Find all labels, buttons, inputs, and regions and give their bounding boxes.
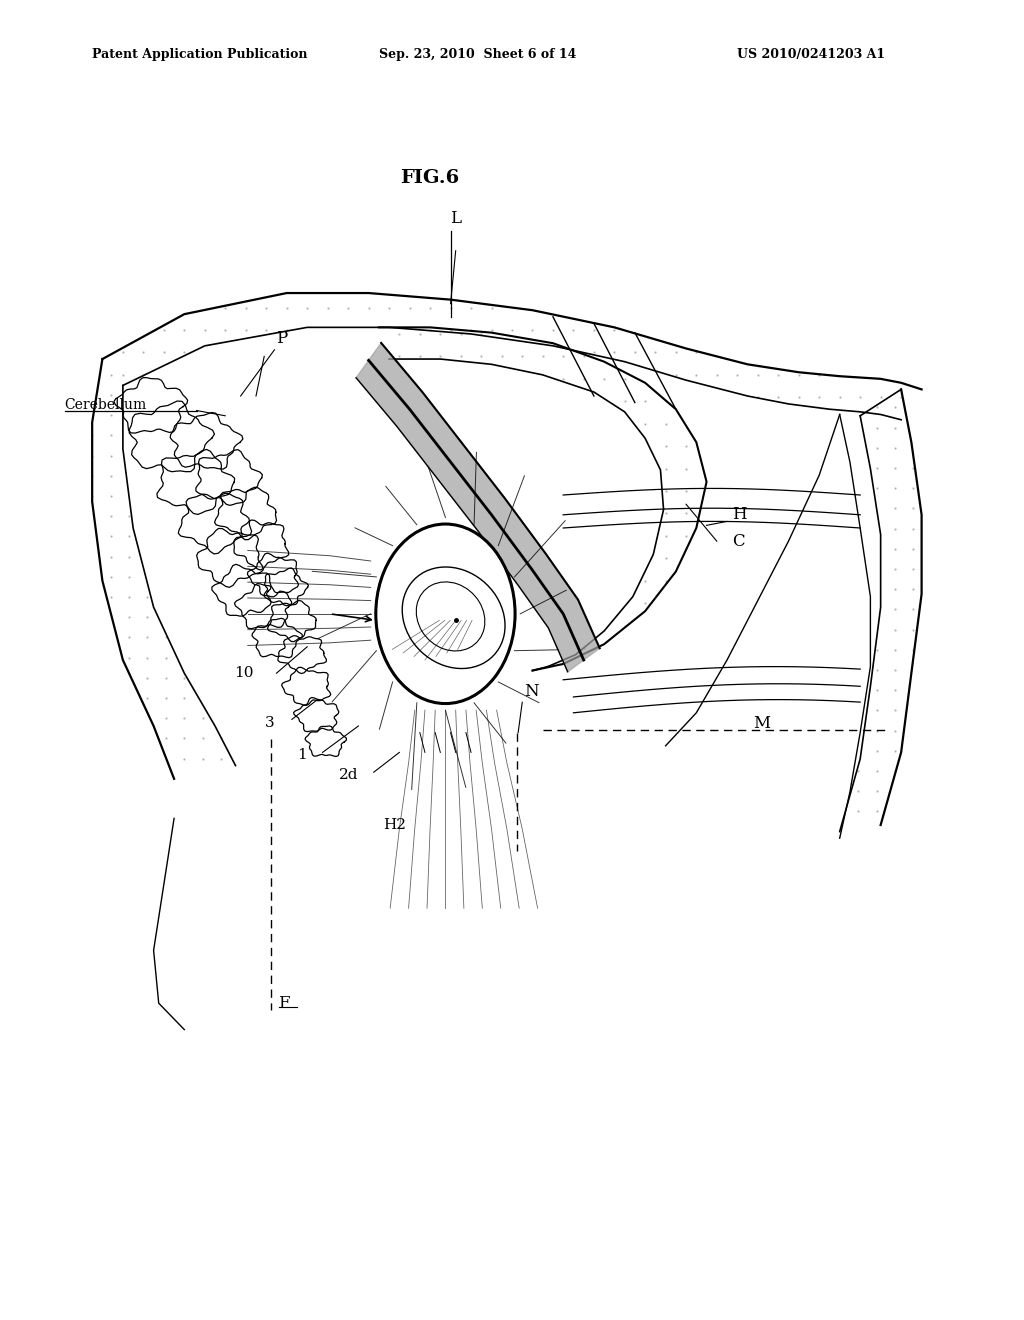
Text: M: M xyxy=(753,715,770,731)
Text: N: N xyxy=(524,682,539,700)
Text: C: C xyxy=(732,533,744,549)
Polygon shape xyxy=(197,528,263,587)
Text: 10: 10 xyxy=(234,667,254,680)
Text: L: L xyxy=(451,210,461,227)
Polygon shape xyxy=(248,553,299,597)
Text: Patent Application Publication: Patent Application Publication xyxy=(92,48,307,61)
Polygon shape xyxy=(233,520,289,570)
Text: Cerebellum: Cerebellum xyxy=(65,399,146,412)
Polygon shape xyxy=(294,697,339,731)
Text: 3: 3 xyxy=(265,717,274,730)
Text: H: H xyxy=(732,507,746,523)
Text: F: F xyxy=(279,995,290,1011)
Polygon shape xyxy=(178,494,252,554)
Polygon shape xyxy=(157,450,234,515)
Polygon shape xyxy=(356,343,600,672)
Text: FIG.6: FIG.6 xyxy=(400,169,460,187)
Text: 1: 1 xyxy=(297,748,307,762)
Circle shape xyxy=(376,524,515,704)
Polygon shape xyxy=(282,668,331,705)
Polygon shape xyxy=(129,401,214,471)
Text: 2d: 2d xyxy=(339,768,358,781)
Polygon shape xyxy=(212,565,271,616)
Polygon shape xyxy=(170,412,243,469)
Polygon shape xyxy=(305,726,346,756)
Polygon shape xyxy=(278,636,327,673)
Polygon shape xyxy=(234,583,292,628)
Text: P: P xyxy=(276,330,288,347)
Polygon shape xyxy=(264,568,308,606)
Polygon shape xyxy=(252,618,302,657)
Text: US 2010/0241203 A1: US 2010/0241203 A1 xyxy=(737,48,886,61)
Polygon shape xyxy=(215,487,276,540)
Polygon shape xyxy=(267,601,316,642)
Text: Sep. 23, 2010  Sheet 6 of 14: Sep. 23, 2010 Sheet 6 of 14 xyxy=(379,48,577,61)
Polygon shape xyxy=(196,450,262,506)
Text: H2: H2 xyxy=(383,818,406,832)
Polygon shape xyxy=(114,378,187,433)
